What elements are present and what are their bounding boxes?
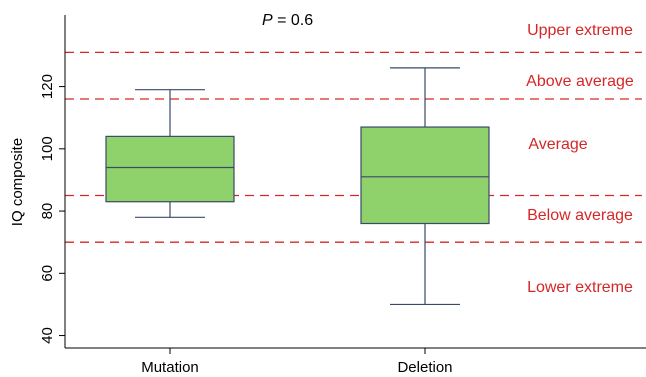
box-mutation [105,89,235,218]
x-category-deletion: Deletion [397,359,452,376]
box-deletion [360,67,490,306]
y-tick-label-80: 80 [39,203,56,220]
reference-label-below-average: Below average [527,207,633,224]
axes [64,15,646,349]
band-label-average: Average [528,136,587,153]
reference-label-above-average: Above average [526,73,634,90]
y-axis-title: IQ composite [9,138,26,226]
reference-label-upper-extreme: Upper extreme [527,22,633,39]
y-tick-label-120: 120 [39,74,56,99]
iqr-box [360,126,490,225]
x-category-mutation: Mutation [141,359,199,376]
iqr-box [105,135,235,203]
reference-label-lower-extreme: Lower extreme [527,279,633,296]
boxes [105,67,490,306]
reference-labels: Upper extreme Above average Below average L… [526,22,634,296]
y-tick-label-60: 60 [39,265,56,282]
y-tick-label-40: 40 [39,327,56,344]
x-category-labels: Mutation Deletion [141,348,453,376]
y-ticks: 40 60 80 100 120 [39,74,65,344]
y-tick-label-100: 100 [39,136,56,161]
p-value-annotation: P = 0.6 [262,12,313,29]
p-symbol: P [262,12,273,29]
p-value-text: = 0.6 [273,12,314,29]
